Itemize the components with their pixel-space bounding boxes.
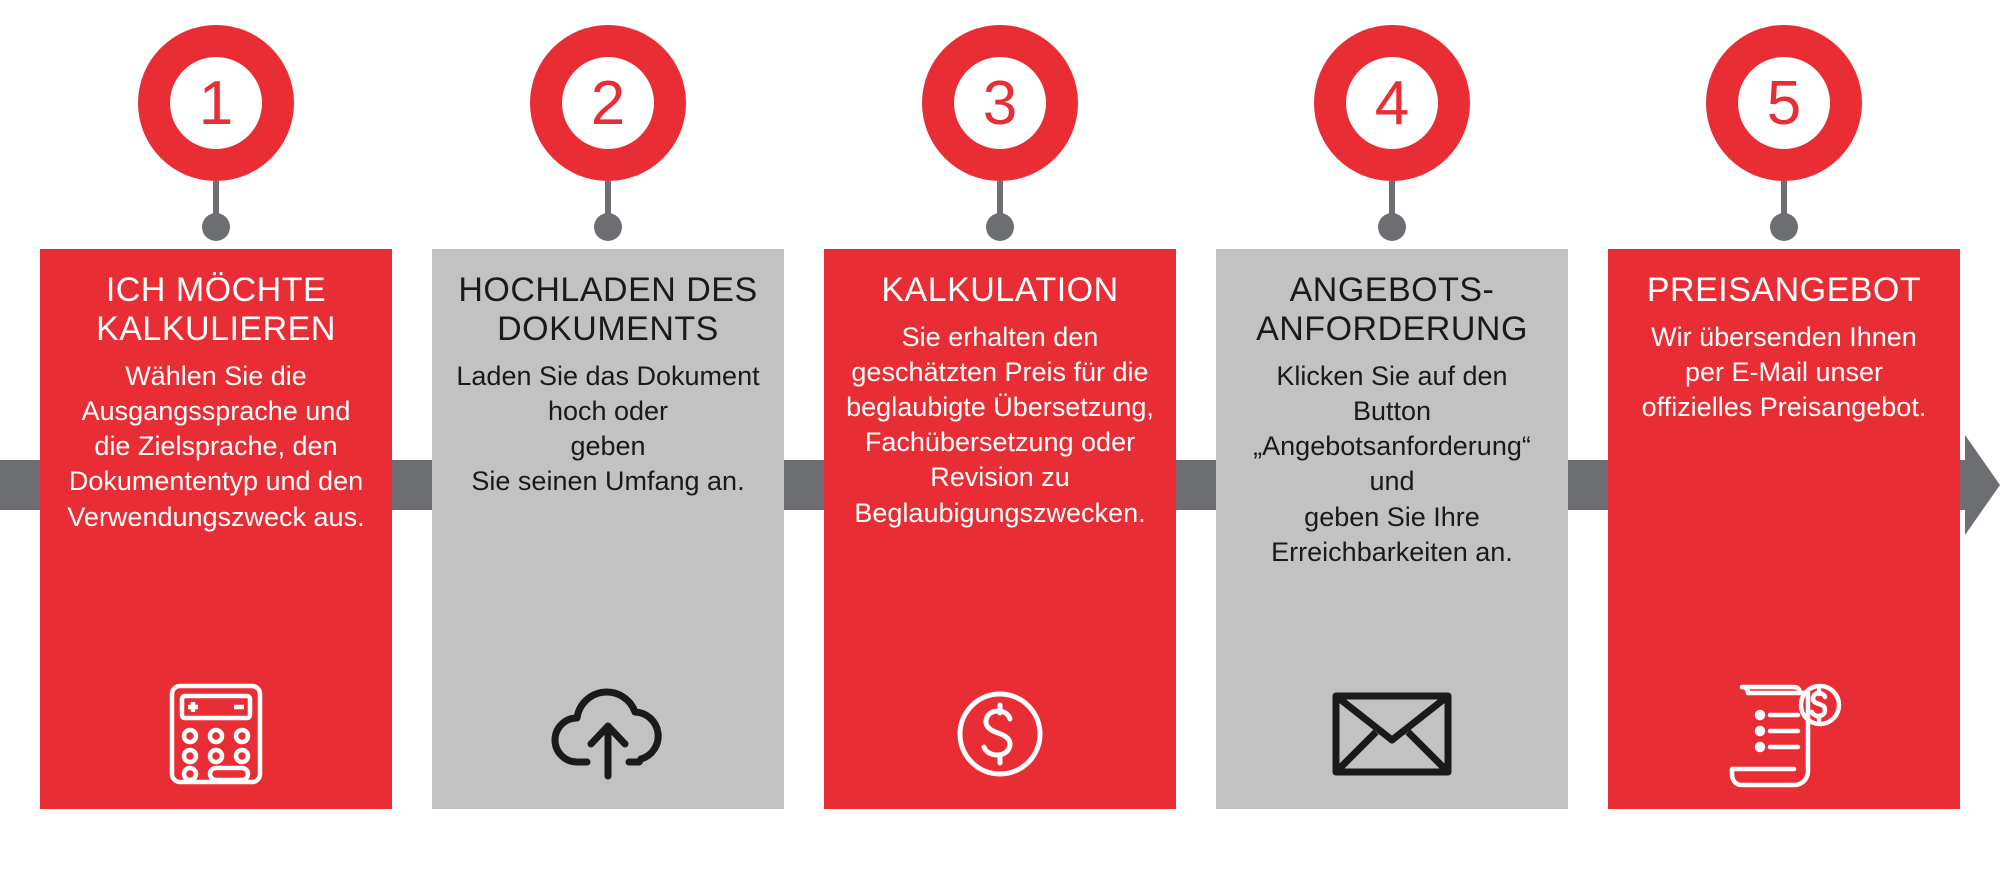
step-4: 4 ANGEBOTS-ANFORDERUNG Klicken Sie auf den…: [1216, 0, 1568, 809]
card-description: Wir übersenden Ihnenper E-Mail unser off…: [1626, 320, 1942, 679]
step-3: 3 KALKULATION Sie erhalten den geschätzten…: [824, 0, 1176, 809]
step-card: HOCHLADEN DES DOKUMENTS Laden Sie das Dok…: [432, 249, 784, 809]
card-description: Laden Sie das Dokument hoch odergebenSie…: [450, 359, 766, 679]
card-description: Sie erhalten den geschätzten Preis für d…: [842, 320, 1158, 679]
dollar-circle-icon-wrap: [955, 679, 1045, 789]
step-number: 5: [1738, 57, 1830, 149]
step-card: PREISANGEBOT Wir übersenden Ihnenper E-Ma…: [1608, 249, 1960, 809]
step-card: ICH MÖCHTE KALKULIEREN Wählen Sie die Aus…: [40, 249, 392, 809]
card-description: Klicken Sie auf den Button „Angebotsanfo…: [1234, 359, 1550, 679]
step-badge: 3: [922, 25, 1078, 181]
step-badge: 1: [138, 25, 294, 181]
connector-line: [1781, 181, 1787, 233]
step-1: 1 ICH MÖCHTE KALKULIEREN Wählen Sie die Au…: [40, 0, 392, 809]
step-badge: 4: [1314, 25, 1470, 181]
step-card: ANGEBOTS-ANFORDERUNG Klicken Sie auf den …: [1216, 249, 1568, 809]
invoice-icon: [1724, 679, 1844, 789]
step-2: 2 HOCHLADEN DES DOKUMENTS Laden Sie das Do…: [432, 0, 784, 809]
step-badge: 5: [1706, 25, 1862, 181]
step-number: 1: [170, 57, 262, 149]
step-number: 2: [562, 57, 654, 149]
invoice-icon-wrap: [1724, 679, 1844, 789]
card-title: PREISANGEBOT: [1647, 271, 1921, 310]
steps-container: 1 ICH MÖCHTE KALKULIEREN Wählen Sie die Au…: [40, 0, 1960, 809]
card-title: HOCHLADEN DES DOKUMENTS: [450, 271, 766, 349]
process-arrow-head: [1965, 435, 2000, 535]
connector-line: [605, 181, 611, 233]
card-description: Wählen Sie die Ausgangssprache und die Z…: [58, 359, 374, 679]
step-number: 3: [954, 57, 1046, 149]
connector-line: [997, 181, 1003, 233]
connector-line: [1389, 181, 1395, 233]
step-number: 4: [1346, 57, 1438, 149]
card-title: KALKULATION: [881, 271, 1118, 310]
envelope-icon: [1330, 690, 1454, 778]
dollar-circle-icon: [955, 689, 1045, 779]
card-title: ANGEBOTS-ANFORDERUNG: [1234, 271, 1550, 349]
calculator-icon-wrap: [166, 679, 266, 789]
cloud-upload-icon: [549, 684, 667, 784]
cloud-upload-icon-wrap: [549, 679, 667, 789]
connector-line: [213, 181, 219, 233]
calculator-icon: [166, 680, 266, 788]
step-5: 5 PREISANGEBOT Wir übersenden Ihnenper E-M…: [1608, 0, 1960, 809]
envelope-icon-wrap: [1330, 679, 1454, 789]
card-title: ICH MÖCHTE KALKULIEREN: [58, 271, 374, 349]
step-badge: 2: [530, 25, 686, 181]
step-card: KALKULATION Sie erhalten den geschätzten …: [824, 249, 1176, 809]
